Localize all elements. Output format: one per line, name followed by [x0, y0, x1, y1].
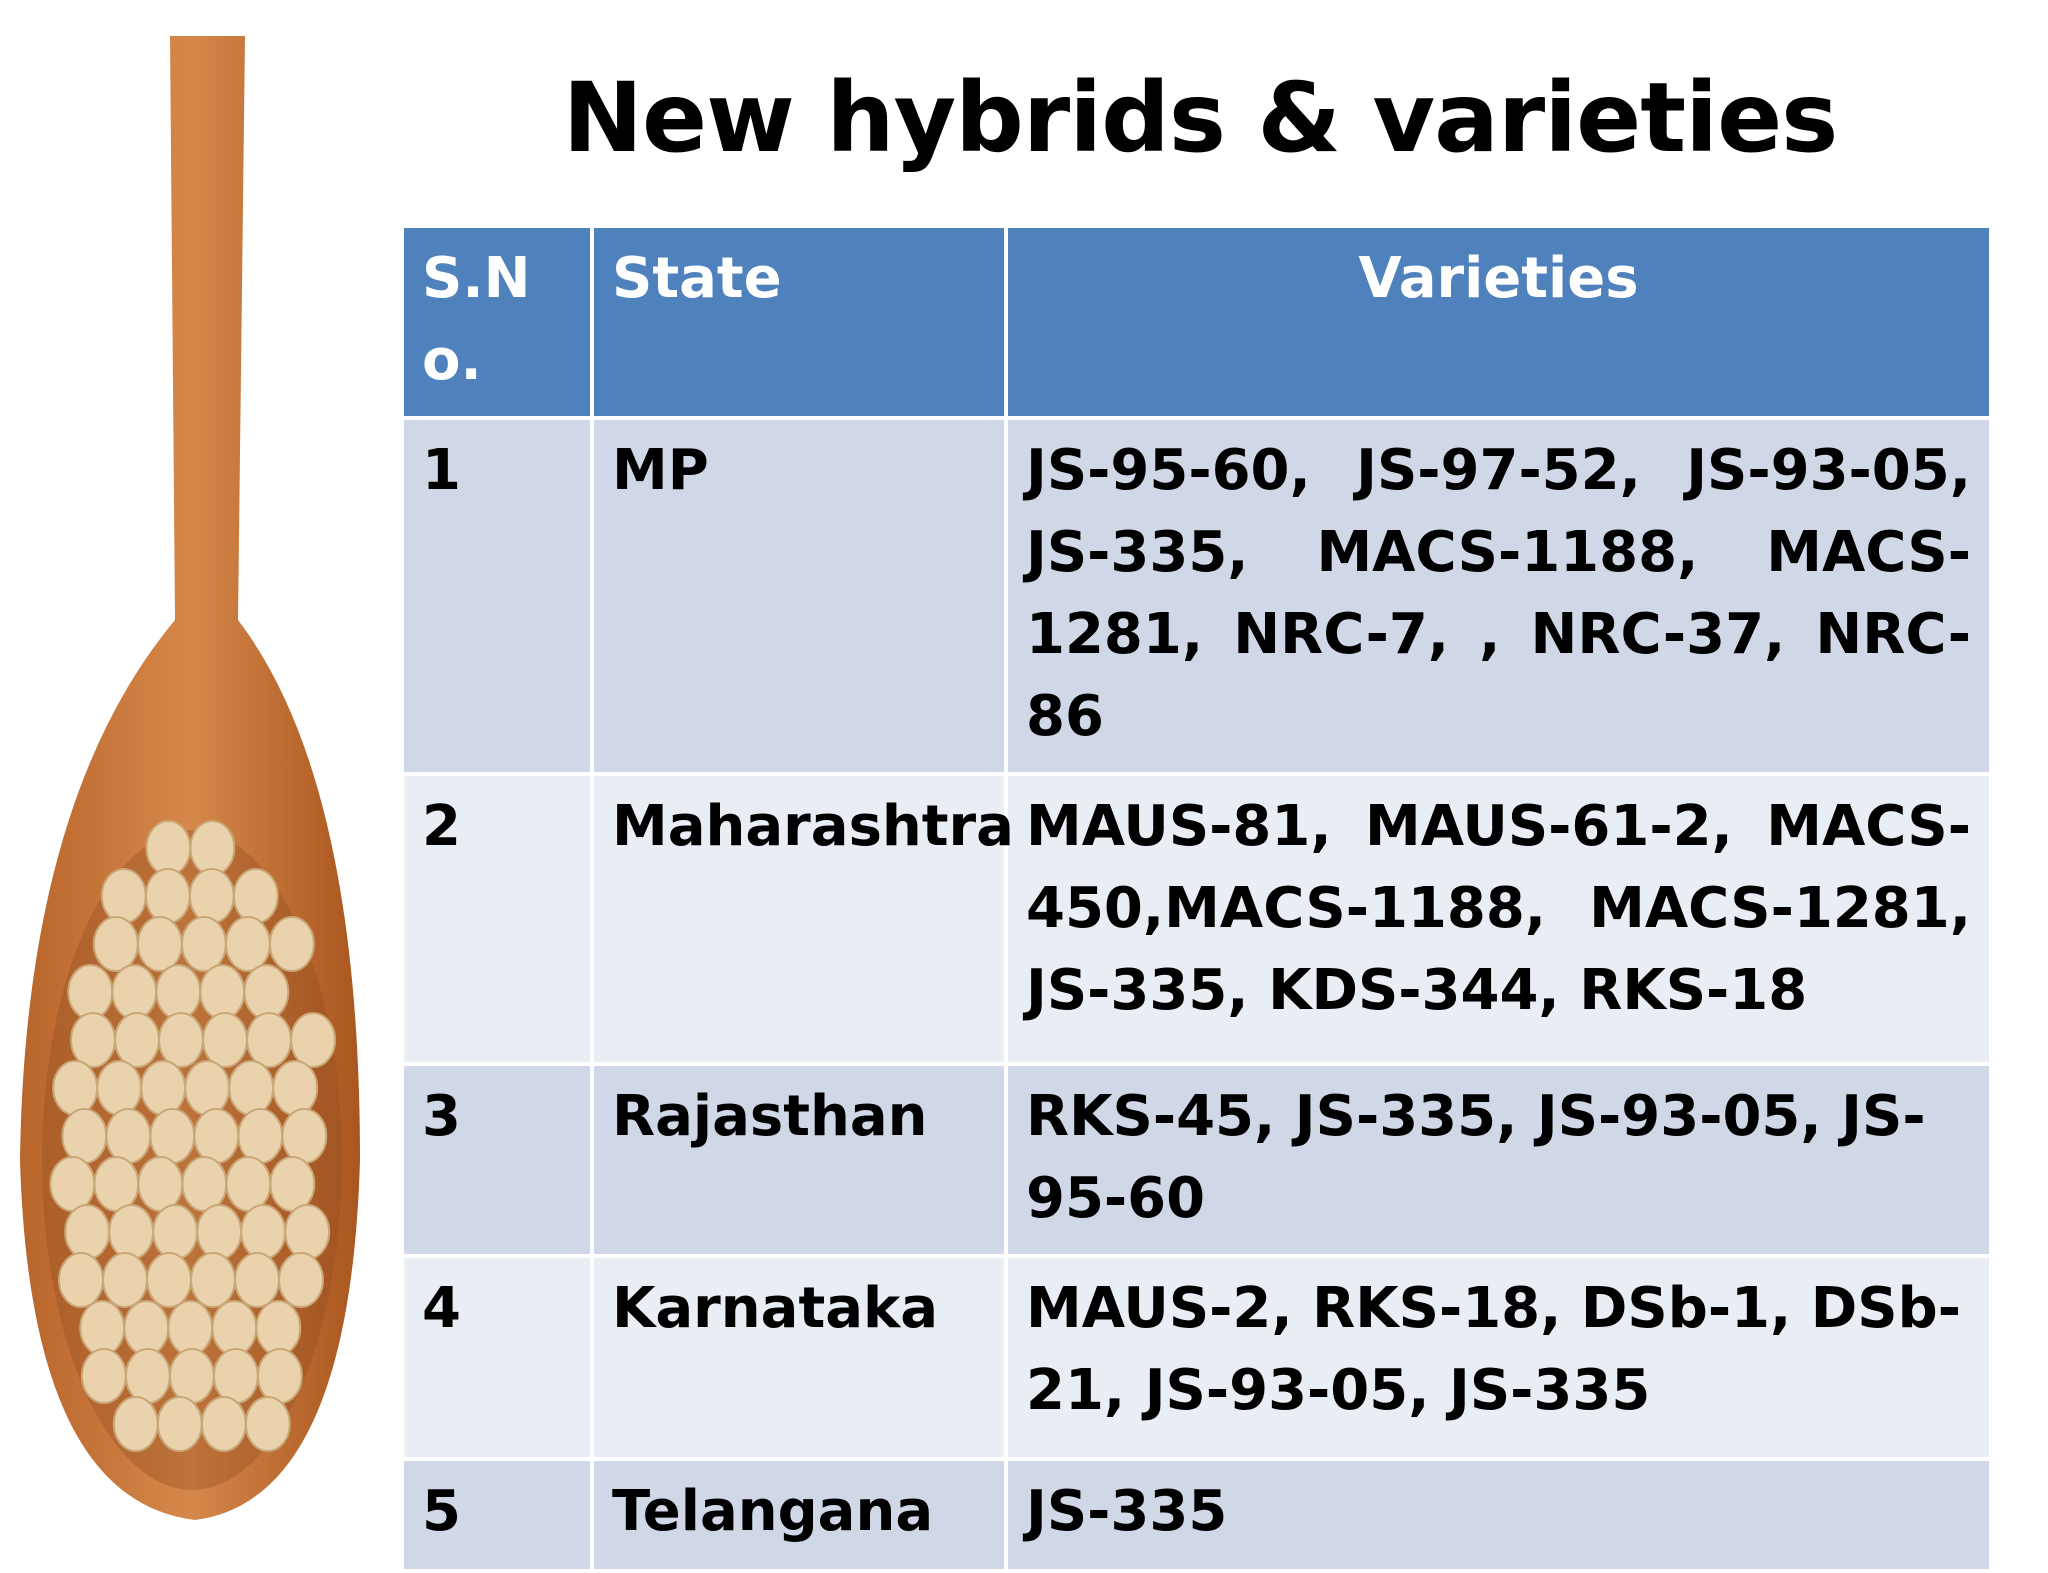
bean: [167, 1300, 214, 1356]
bean: [272, 1060, 319, 1116]
bean: [96, 1060, 143, 1116]
beans: [49, 820, 337, 1452]
bean: [244, 1396, 291, 1452]
bean: [79, 1300, 126, 1356]
table-cell: 3: [400, 1062, 594, 1258]
table-cell: 5: [400, 1457, 594, 1573]
bean: [80, 1348, 127, 1404]
bean: [234, 1252, 281, 1308]
table-row: 2 Maharashtra MAUS-81, MAUS-61-2, MACS-450…: [400, 772, 1993, 1066]
table-cell: MP: [590, 416, 1008, 776]
bean: [136, 916, 183, 972]
bean: [202, 1012, 249, 1068]
bean: [193, 1108, 240, 1164]
bean: [243, 964, 290, 1020]
bean: [108, 1204, 155, 1260]
bean: [146, 1252, 193, 1308]
bean: [152, 1204, 199, 1260]
bean: [256, 1348, 303, 1404]
bean: [168, 1348, 215, 1404]
bean: [156, 1396, 203, 1452]
table-cell: MAUS-2, RKS-18, DSb-1, DSb-21, JS-93-05,…: [1004, 1254, 1993, 1461]
bean: [269, 1156, 316, 1212]
bean: [180, 916, 227, 972]
bean: [255, 1300, 302, 1356]
table-row: 4 Karnataka MAUS-2, RKS-18, DSb-1, DSb-21,…: [400, 1254, 1993, 1461]
bean: [92, 916, 139, 972]
bean: [155, 964, 202, 1020]
bean: [268, 916, 315, 972]
slide: New hybrids & varieties S.No. State Variet…: [20, 36, 1993, 1573]
bean: [67, 964, 114, 1020]
bean: [228, 1060, 275, 1116]
table-cell: 2: [400, 772, 594, 1066]
bean: [284, 1204, 331, 1260]
bean: [64, 1204, 111, 1260]
bean: [189, 820, 236, 876]
bean: [190, 1252, 237, 1308]
table-cell: JS-335: [1004, 1457, 1993, 1573]
slide-title: New hybrids & varieties: [562, 62, 1839, 174]
bean: [124, 1348, 171, 1404]
bean: [278, 1252, 325, 1308]
bean: [200, 1396, 247, 1452]
bean: [112, 1396, 159, 1452]
bean: [58, 1252, 105, 1308]
bean: [224, 916, 271, 972]
bean: [181, 1156, 228, 1212]
varieties-table: S.No. State Varieties 1 MP JS-95-60, JS-97-5…: [400, 224, 1993, 1573]
header-cell: Varieties: [1004, 224, 1993, 420]
bean: [93, 1156, 140, 1212]
bean: [188, 868, 235, 924]
table-cell: MAUS-81, MAUS-61-2, MACS-450,MACS-1188, …: [1004, 772, 1993, 1066]
bean: [145, 820, 192, 876]
spoon-illustration: [20, 36, 360, 1520]
bean: [281, 1108, 328, 1164]
table-row: 5 Telangana JS-335: [400, 1457, 1993, 1573]
bean: [232, 868, 279, 924]
table-row: 1 MP JS-95-60, JS-97-52, JS-93-05, JS-335,…: [400, 416, 1993, 776]
table-cell: 4: [400, 1254, 594, 1461]
header-cell: State: [590, 224, 1008, 420]
table-cell: JS-95-60, JS-97-52, JS-93-05, JS-335, MA…: [1004, 416, 1993, 776]
bean: [240, 1204, 287, 1260]
bean: [123, 1300, 170, 1356]
bean: [105, 1108, 152, 1164]
bean: [102, 1252, 149, 1308]
table-cell: Rajasthan: [590, 1062, 1008, 1258]
bean: [70, 1012, 117, 1068]
bean: [196, 1204, 243, 1260]
table-cell: Telangana: [590, 1457, 1008, 1573]
bean: [114, 1012, 161, 1068]
table-cell: Karnataka: [590, 1254, 1008, 1461]
bean: [225, 1156, 272, 1212]
bean: [184, 1060, 231, 1116]
header-cell: S.No.: [400, 224, 594, 420]
bean: [237, 1108, 284, 1164]
bean: [49, 1156, 96, 1212]
bean: [158, 1012, 205, 1068]
bean: [290, 1012, 337, 1068]
table-row: 3 Rajasthan RKS-45, JS-335, JS-93-05, JS-9…: [400, 1062, 1993, 1258]
bean: [52, 1060, 99, 1116]
bean: [246, 1012, 293, 1068]
bean: [212, 1348, 259, 1404]
bean: [144, 868, 191, 924]
bean: [111, 964, 158, 1020]
bean: [137, 1156, 184, 1212]
table-cell: 1: [400, 416, 594, 776]
bean: [140, 1060, 187, 1116]
bean: [149, 1108, 196, 1164]
table-cell: RKS-45, JS-335, JS-93-05, JS-95-60: [1004, 1062, 1993, 1258]
header-row: S.No. State Varieties: [400, 224, 1993, 420]
bean: [100, 868, 147, 924]
bean: [199, 964, 246, 1020]
bean: [61, 1108, 108, 1164]
bean: [211, 1300, 258, 1356]
table-cell: Maharashtra: [590, 772, 1014, 1066]
